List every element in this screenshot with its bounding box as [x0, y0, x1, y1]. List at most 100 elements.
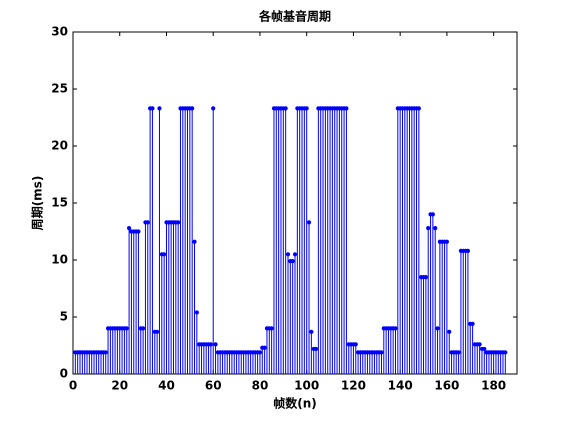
stem [117, 326, 122, 374]
stem [243, 350, 249, 374]
x-tick-label: 120 [341, 379, 366, 393]
stem [171, 220, 176, 374]
stem [199, 342, 204, 374]
stem [187, 106, 192, 374]
stem [419, 275, 424, 374]
stem-marker [285, 252, 291, 257]
stem [407, 106, 412, 374]
y-tick-label: 30 [51, 25, 68, 39]
stem [77, 350, 83, 374]
stem [234, 350, 239, 374]
stem [260, 345, 265, 374]
stem [421, 275, 426, 374]
y-axis-label: 周期(ms) [30, 176, 45, 231]
stem [377, 350, 382, 374]
stem-marker [393, 326, 398, 331]
stem [426, 225, 431, 374]
stem-marker [309, 329, 314, 334]
y-tick-label: 15 [51, 196, 68, 210]
stem [449, 350, 454, 374]
stem [227, 350, 232, 374]
stem-marker [262, 345, 267, 350]
stem [358, 350, 363, 374]
stem [197, 342, 202, 374]
stem [355, 350, 361, 374]
stem [288, 259, 293, 374]
stem [433, 225, 438, 374]
stem [447, 329, 452, 374]
stem-marker [126, 225, 132, 231]
stem [91, 350, 97, 374]
stem [465, 248, 471, 374]
stem [164, 220, 169, 374]
stem [444, 239, 449, 374]
stem [108, 326, 113, 374]
stem [141, 326, 146, 374]
stem [472, 342, 478, 374]
stem [351, 342, 356, 374]
stem-marker [155, 329, 160, 334]
stem-marker [190, 106, 195, 111]
stem [313, 346, 319, 374]
stem [206, 342, 211, 374]
stem [395, 106, 400, 374]
stem [416, 106, 421, 374]
stem [398, 106, 403, 374]
stem [105, 326, 111, 374]
stem [101, 350, 106, 374]
stem [208, 342, 213, 374]
stem [112, 326, 118, 374]
stem [213, 342, 218, 374]
stem [82, 350, 87, 374]
stem [458, 248, 464, 374]
stem [402, 106, 407, 374]
stem [218, 350, 223, 374]
stem [379, 350, 384, 374]
stem [225, 350, 230, 374]
stem [232, 350, 237, 374]
stem [323, 106, 328, 374]
stem-marker [192, 239, 197, 244]
x-tick-label: 160 [434, 379, 459, 393]
stem [412, 106, 417, 374]
stem [463, 248, 468, 374]
stem [166, 220, 171, 374]
stem-marker [208, 342, 213, 347]
stem [276, 106, 281, 374]
stem-marker [283, 106, 288, 111]
stem [384, 326, 389, 374]
stem [498, 350, 503, 374]
stem [475, 342, 480, 374]
stem [157, 106, 162, 374]
stem [363, 350, 368, 374]
stem [479, 346, 485, 374]
stem [493, 350, 499, 374]
stem-marker [290, 259, 295, 264]
stem [318, 106, 323, 374]
stem [246, 350, 251, 374]
stem [103, 350, 108, 374]
stem [374, 350, 379, 374]
stem [297, 106, 302, 374]
stem [215, 350, 220, 374]
stem [180, 106, 185, 374]
stem [486, 350, 492, 374]
stem-marker [456, 350, 461, 355]
stem [388, 326, 393, 374]
stem [468, 321, 473, 374]
stem [316, 106, 321, 374]
stem [339, 106, 344, 374]
stem [503, 350, 508, 374]
stem-marker [157, 106, 162, 111]
stem [129, 229, 134, 374]
stem [435, 326, 440, 374]
stem [201, 342, 206, 374]
stem [367, 350, 372, 374]
stem [302, 106, 307, 374]
stem [428, 212, 433, 374]
stem [269, 326, 274, 374]
stem-marker [353, 342, 358, 347]
stem [489, 350, 494, 374]
stem-marker [176, 220, 181, 225]
stem [334, 106, 340, 374]
